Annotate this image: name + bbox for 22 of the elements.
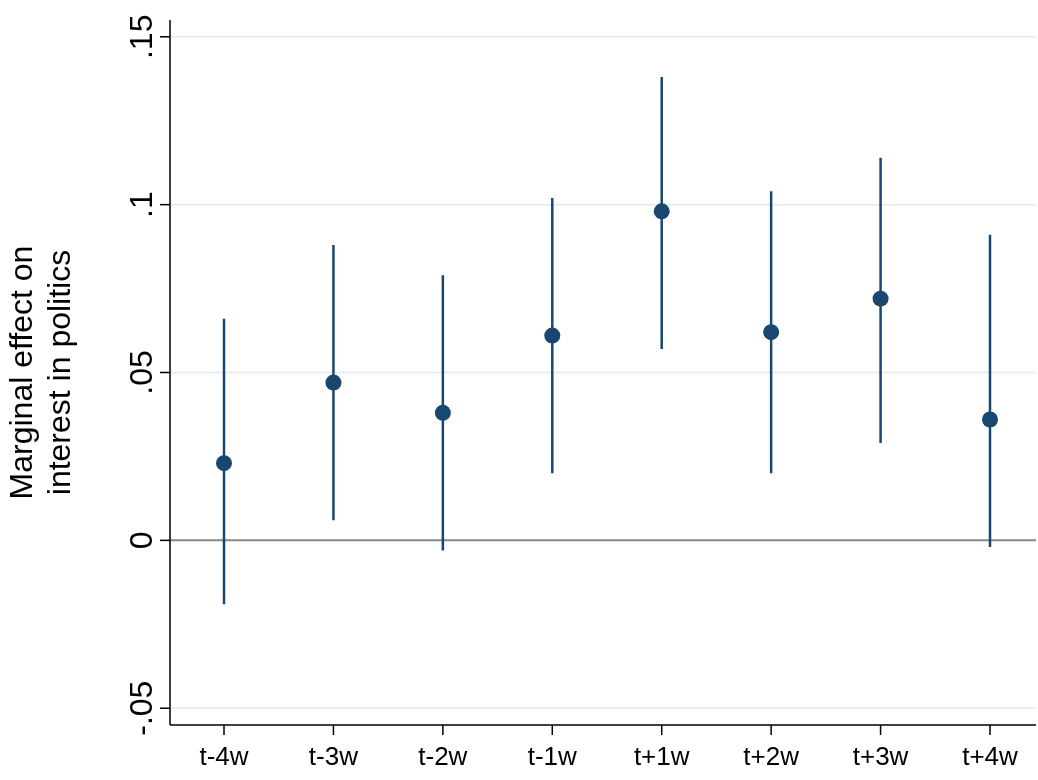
x-tick-label: t+4w: [962, 741, 1019, 771]
x-tick-label: t+1w: [633, 741, 690, 771]
y-tick-label: -.05: [123, 680, 159, 736]
point: [544, 327, 561, 344]
y-tick-label: .05: [123, 350, 159, 395]
x-tick-label: t-4w: [199, 741, 249, 771]
y-tick-label: .1: [123, 191, 159, 218]
point: [325, 374, 342, 391]
point: [763, 324, 780, 341]
x-tick-label: t+2w: [743, 741, 800, 771]
x-tick-label: t-2w: [418, 741, 468, 771]
point: [434, 404, 451, 421]
point: [982, 411, 998, 428]
y-axis-title: Marginal effect on interest in politics: [3, 245, 77, 500]
x-tick-label: t-1w: [527, 741, 578, 771]
point: [872, 290, 889, 307]
y-tick-label: .15: [123, 14, 159, 60]
x-tick-label: t-3w: [308, 741, 359, 771]
y-tick-label: 0: [123, 531, 159, 550]
point: [653, 203, 670, 220]
x-tick-label: t+3w: [852, 741, 909, 771]
point: [216, 455, 232, 472]
